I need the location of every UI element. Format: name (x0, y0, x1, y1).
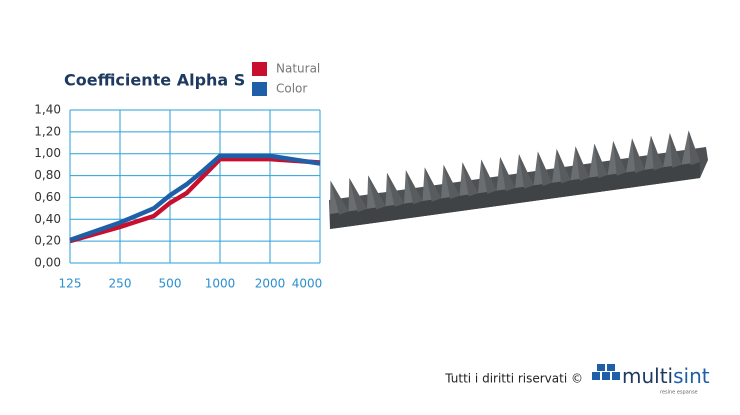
foam-ridge-shade (462, 162, 478, 197)
y-tick-label: 0,20 (34, 234, 61, 248)
logo-icon (592, 372, 600, 380)
foam-ridge-shade (650, 135, 663, 171)
logo-icon (602, 372, 610, 380)
foam-ridge-shade (368, 175, 386, 210)
series-line (69, 156, 321, 244)
y-tick-label: 0,40 (34, 212, 61, 226)
foam-ridge-shade (518, 154, 534, 189)
y-tick-label: 1,20 (34, 124, 61, 138)
logo-text: sint (673, 364, 710, 388)
legend-label: Natural (276, 62, 320, 76)
foam-front (330, 162, 700, 229)
foam-ridge-shade (424, 167, 441, 202)
foam-panel (329, 130, 708, 229)
foam-ridge-shade (669, 132, 682, 168)
foam-ridge-shade (386, 172, 404, 207)
foam-ridge-shade (443, 164, 460, 200)
foam-ridge-shade (556, 148, 571, 184)
copyright: Tutti i diritti riservati © (444, 372, 583, 386)
foam-ridge-shade (349, 178, 367, 213)
series-line (69, 153, 321, 243)
x-tick-label: 250 (109, 277, 132, 291)
foam-ridge-shade (632, 138, 645, 174)
logo-text: multisint (622, 364, 710, 388)
y-tick-label: 1,40 (34, 103, 61, 117)
y-tick-label: 0,60 (34, 190, 61, 204)
legend-label: Color (276, 82, 307, 96)
chart-title: Coefficiente Alpha S (64, 71, 245, 90)
legend-swatch (252, 62, 267, 76)
y-tick-label: 0,80 (34, 168, 61, 182)
foam-ridge-shade (613, 140, 626, 176)
logo-icon (612, 372, 620, 380)
y-tick-label: 0,00 (34, 256, 61, 270)
logo-text: multi (622, 364, 673, 388)
foam-ridge-shade (500, 156, 515, 192)
logo-icon (607, 364, 615, 371)
foam-ridge-shade (575, 146, 589, 181)
foam-ridge-shade (537, 151, 552, 187)
x-tick-label: 500 (159, 277, 182, 291)
x-tick-label: 125 (59, 277, 82, 291)
x-tick-label: 2000 (255, 277, 286, 291)
logo: multisint resine espanse (592, 364, 710, 396)
x-tick-label: 4000 (292, 277, 323, 291)
foam-ridge-shade (330, 180, 349, 215)
x-tick-label: 1000 (205, 277, 236, 291)
y-tick-label: 1,00 (34, 146, 61, 160)
logo-icon (597, 364, 605, 371)
foam-ridge-shade (688, 130, 700, 166)
legend-swatch (252, 82, 267, 96)
logo-tagline: resine espanse (660, 390, 698, 396)
foam-ridge-shade (481, 159, 497, 194)
foam-ridge-shade (594, 143, 608, 179)
foam-ridge-shade (405, 170, 423, 205)
